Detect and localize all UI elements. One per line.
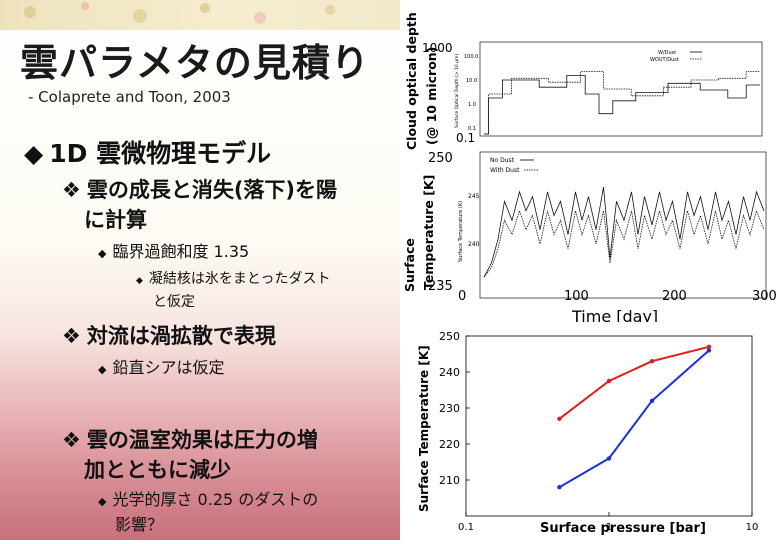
bullet-l2-growth-cont: に計算 xyxy=(84,208,147,232)
optical-inner-ytick: 10.0 xyxy=(466,78,477,84)
small-diamond-bullet-icon: ◆ xyxy=(98,363,107,376)
bullet-text: 凝結核は氷をまとったダスト xyxy=(148,271,331,287)
bullet-l3-shear: ◆ 鉛直シアは仮定 xyxy=(98,354,224,378)
small-diamond-bullet-icon: ◆ xyxy=(98,495,107,508)
temp-plot-frame xyxy=(479,151,767,299)
bullet-text: 雲の成長と消失(落下)を陽 xyxy=(86,178,338,202)
pt-point xyxy=(649,398,655,403)
pt-point xyxy=(649,359,655,364)
legend-wdust: W/Dust xyxy=(658,50,676,56)
pressure-temperature-svg: Surface Temperature [K] Surface pressure… xyxy=(417,330,759,536)
pt-point xyxy=(557,416,562,421)
pressure-temperature-figure: Surface Temperature [K] Surface pressure… xyxy=(400,322,780,540)
bullet-text: 臨界過飽和度 1.35 xyxy=(112,242,250,261)
optical-inner-ylabel: Surface Optical Depth (> 10 µm) xyxy=(454,54,460,128)
bullet-text: 1D 雲微物理モデル xyxy=(49,139,272,168)
slide-title: 雲パラメタの見積り xyxy=(20,41,370,85)
time-xtick: 0 xyxy=(458,289,466,304)
optical-inner-ytick: 0.1 xyxy=(468,126,476,132)
slide-subtitle: - Colaprete and Toon, 2003 xyxy=(28,88,231,106)
four-diamond-bullet-icon: ❖ xyxy=(62,324,81,348)
pt-point xyxy=(706,344,712,349)
temp-series-1 xyxy=(483,209,765,278)
pt-ytick-label: 210 xyxy=(439,474,460,487)
pt-series-line-1 xyxy=(558,349,710,489)
temp-ytick-top: 250 xyxy=(428,151,453,166)
temp-inner-ytick: 245 xyxy=(468,193,480,200)
pt-xtick-label: 0.1 xyxy=(458,522,474,533)
bullet-l4-nuclei-cont: と仮定 xyxy=(153,294,195,310)
time-series-figure: Cloud optical depth (@ 10 micron) 1000 0… xyxy=(400,0,780,326)
bullet-text: 光学的厚さ 0.25 のダストの xyxy=(112,490,319,509)
bullet-text: 対流は渦拡散で表現 xyxy=(86,324,276,348)
temp-inner-ytick: 240 xyxy=(468,241,480,248)
optical-inner-ytick: 1.0 xyxy=(468,102,476,108)
temp-inner-ylabel: Surface Temperature (K) xyxy=(458,201,464,262)
tiny-diamond-bullet-icon: ◆ xyxy=(136,276,143,286)
small-diamond-bullet-icon: ◆ xyxy=(98,247,107,260)
four-diamond-bullet-icon: ❖ xyxy=(62,178,81,202)
pt-point xyxy=(606,456,612,461)
temp-ylabel-1: Surface xyxy=(402,238,417,292)
pt-xtick-label: 10 xyxy=(746,522,759,533)
bullet-l3-optical: ◆ 光学的厚さ 0.25 のダストの xyxy=(98,486,318,510)
optical-ytick-bottom: 0.1 xyxy=(456,131,475,145)
pt-point xyxy=(606,378,612,384)
legend-withdust: With Dust xyxy=(490,167,520,174)
pt-xtick-label: 1 xyxy=(606,522,612,533)
time-xtick: 100 xyxy=(564,289,589,304)
pt-ylabel: Surface Temperature [K] xyxy=(417,345,431,512)
bullet-l3-supersat: ◆ 臨界過飽和度 1.35 xyxy=(98,238,249,262)
diamond-bullet-icon: ◆ xyxy=(24,139,44,168)
pt-ytick-label: 230 xyxy=(439,402,460,415)
temp-series-0 xyxy=(483,187,765,278)
pt-ytick-label: 250 xyxy=(439,330,460,343)
bullet-l2-greenhouse: ❖ 雲の温室効果は圧力の増 xyxy=(62,424,318,454)
pt-xlabel: Surface pressure [bar] xyxy=(540,521,706,536)
optical-series-1 xyxy=(484,71,760,135)
bullet-text: 雲の温室効果は圧力の増 xyxy=(86,428,318,452)
bullet-l2-greenhouse-cont: 加とともに減少 xyxy=(84,458,231,482)
optical-series-0 xyxy=(484,75,760,135)
legend-woutdust: WOUT/Dust xyxy=(650,57,679,63)
bullet-l2-convection: ❖ 対流は渦拡散で表現 xyxy=(62,320,276,350)
pt-plot-frame xyxy=(465,335,753,517)
optical-inner-ytick: 100.0 xyxy=(464,54,478,60)
time-xtick: 300 xyxy=(752,289,777,304)
pt-ytick-label: 220 xyxy=(439,438,460,451)
temp-ytick-bottom: 235 xyxy=(428,279,453,294)
time-xlabel: Time [day] xyxy=(571,307,658,325)
bullet-l1-model: ◆ 1D 雲微物理モデル xyxy=(24,134,271,170)
pt-point xyxy=(706,348,712,353)
legend-nodust: No Dust xyxy=(490,157,515,164)
bullet-l4-nuclei: ◆ 凝結核は氷をまとったダスト xyxy=(136,268,331,288)
bullet-text: 鉛直シアは仮定 xyxy=(112,358,225,377)
four-diamond-bullet-icon: ❖ xyxy=(62,428,81,452)
time-series-svg: Cloud optical depth (@ 10 micron) 1000 0… xyxy=(402,12,777,326)
pt-series-line-0 xyxy=(558,345,710,420)
optical-ytick-top: 1000 xyxy=(422,41,453,55)
temp-ylabel-2: Temperature [K] xyxy=(421,175,436,290)
bullet-l2-growth: ❖ 雲の成長と消失(落下)を陽 xyxy=(62,174,337,204)
time-xtick: 200 xyxy=(662,289,687,304)
optical-plot-frame xyxy=(479,41,763,137)
pt-point xyxy=(557,485,562,490)
optical-depth-ylabel-1: Cloud optical depth xyxy=(404,12,419,150)
pt-ytick-label: 240 xyxy=(439,366,460,379)
bullet-l3-optical-cont: 影響？ xyxy=(115,515,164,534)
optical-depth-ylabel-2: (@ 10 micron) xyxy=(424,47,439,145)
